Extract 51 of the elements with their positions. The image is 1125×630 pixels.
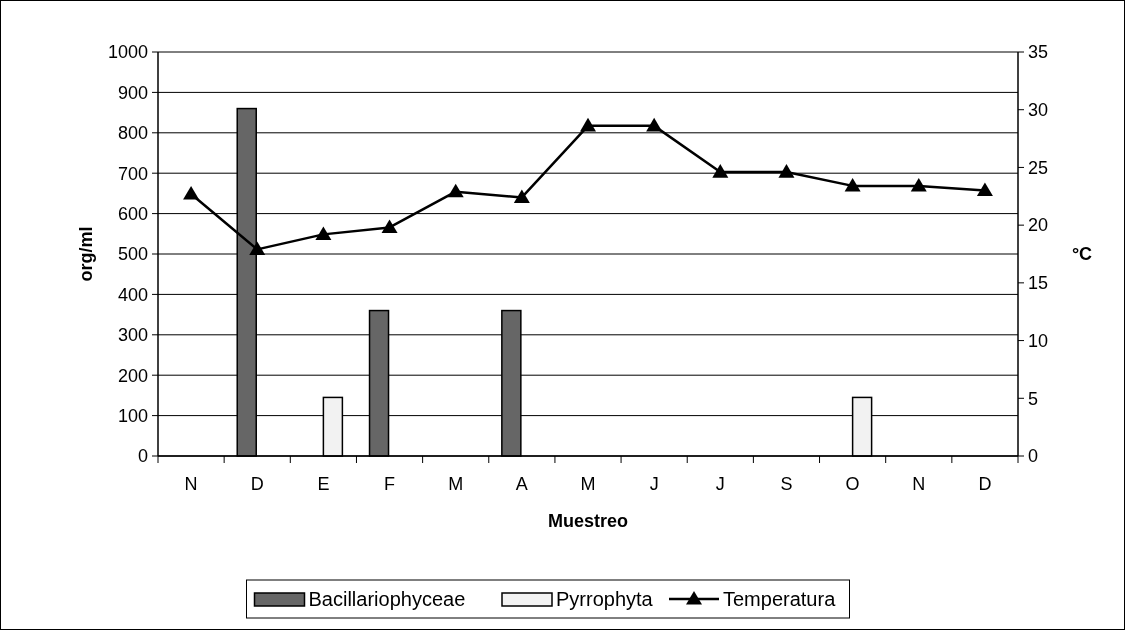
y-tick-label: 0 xyxy=(137,446,148,467)
point xyxy=(513,189,530,204)
y2-axis-title: °C xyxy=(1071,244,1093,264)
y-tick-label: 500 xyxy=(117,244,148,265)
x-tick-label: D xyxy=(250,474,264,494)
y2-tick-label: 5 xyxy=(1028,388,1039,409)
y2-tick-label: 0 xyxy=(1028,446,1039,467)
y2-tick-label: 30 xyxy=(1028,100,1049,121)
point xyxy=(712,164,729,178)
point xyxy=(183,185,200,200)
y2-tick-label: 20 xyxy=(1028,215,1049,236)
y-tick-label: 600 xyxy=(117,203,148,224)
y-axis-title: org/ml xyxy=(76,226,96,282)
point xyxy=(844,177,861,192)
legend-label: Pyrrophyta xyxy=(556,588,654,610)
y2-tick-label: 35 xyxy=(1028,42,1049,63)
x-tick-label: N xyxy=(184,474,198,494)
x-tick-label: E xyxy=(317,474,330,494)
y-tick-label: 700 xyxy=(117,163,148,184)
y2-tick-label: 10 xyxy=(1028,330,1049,351)
legend-label: Bacillariophyceae xyxy=(308,588,466,610)
x-tick-label: M xyxy=(580,474,596,494)
point xyxy=(447,183,464,198)
point xyxy=(646,117,663,132)
point xyxy=(910,177,927,192)
point xyxy=(778,164,795,178)
x-tick-label: D xyxy=(978,474,992,494)
y-tick-label: 200 xyxy=(117,365,148,386)
y2-tick-label: 25 xyxy=(1028,157,1049,178)
point xyxy=(976,182,993,197)
point xyxy=(249,241,266,255)
x-tick-label: N xyxy=(912,474,926,494)
x-tick-label: J xyxy=(649,474,659,494)
y-tick-label: 400 xyxy=(117,284,148,305)
x-tick-label: J xyxy=(715,474,725,494)
y-tick-label: 900 xyxy=(117,82,148,103)
point xyxy=(315,226,332,240)
y2-tick-label: 15 xyxy=(1028,273,1049,294)
x-tick-label: F xyxy=(384,474,396,494)
y-tick-label: 300 xyxy=(117,325,148,346)
y-tick-label: 100 xyxy=(117,405,148,426)
point xyxy=(580,117,596,132)
x-tick-label: M xyxy=(448,474,464,494)
legend-label: Temperatura xyxy=(723,588,837,610)
x-tick-label: O xyxy=(845,474,860,494)
x-axis-title: Muestreo xyxy=(547,511,629,531)
y-tick-label: 800 xyxy=(117,123,148,144)
x-tick-label: A xyxy=(515,474,528,494)
y-tick-label: 1000 xyxy=(107,42,148,63)
point xyxy=(381,219,398,234)
x-tick-label: S xyxy=(780,474,793,494)
